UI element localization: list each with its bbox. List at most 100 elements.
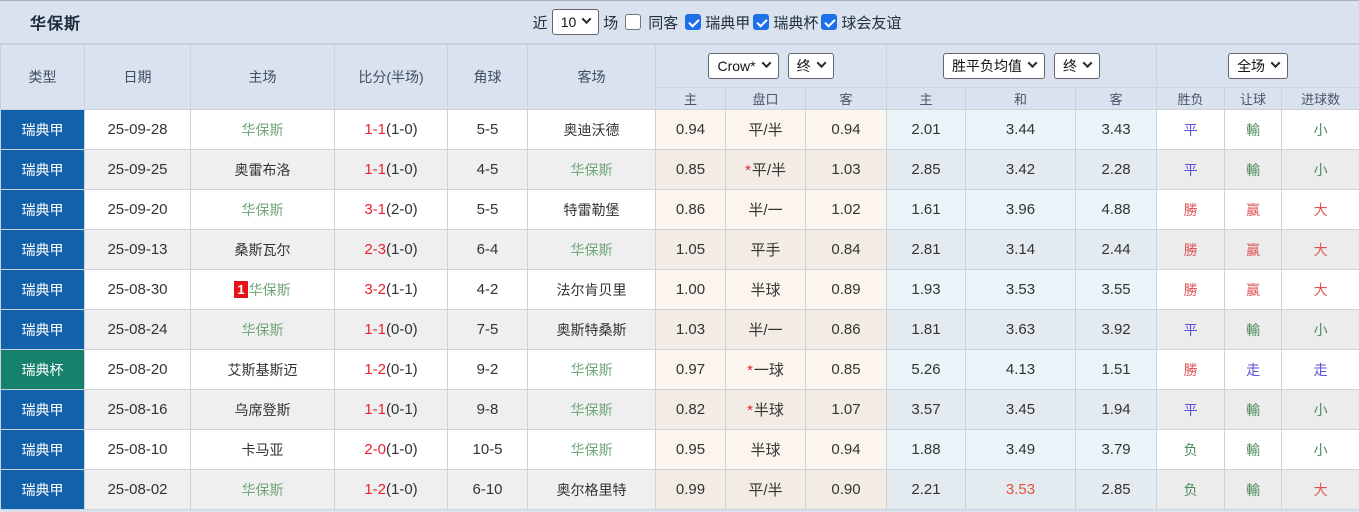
odds-away: 0.85 [804, 349, 888, 390]
table-row: 瑞典甲 25-08-02 华保斯 1-2(1-0) 6-10 奥尔格里特 0.99 平/半 0.… [0, 469, 1359, 510]
odds-home: 1.03 [655, 309, 726, 350]
halftime-score: (2-0) [386, 201, 418, 218]
result-handicap: 輸 [1224, 149, 1283, 190]
subcol-avg-away: 客 [1075, 87, 1158, 110]
odds-home: 0.99 [655, 469, 726, 510]
avg-draw-odds: 3.14 [965, 229, 1077, 270]
odds-home: 1.00 [655, 269, 726, 310]
league-type: 瑞典甲 [0, 269, 85, 310]
odds-home: 0.94 [655, 109, 726, 150]
home-team: 奥雷布洛 [190, 149, 335, 190]
recent-count-select[interactable]: 10 [551, 9, 600, 35]
col-header-corners: 角球 [447, 44, 528, 110]
away-team: 华保斯 [527, 389, 656, 430]
score: 1-1(1-0) [334, 149, 448, 190]
result-wdl: 平 [1156, 389, 1226, 430]
corners: 9-2 [447, 349, 528, 390]
match-date: 25-08-10 [84, 429, 191, 470]
score: 3-2(1-1) [334, 269, 448, 310]
bookmaker-select[interactable]: Crow* [708, 53, 779, 79]
league-type: 瑞典甲 [0, 149, 85, 190]
subcol-avg-draw: 和 [965, 87, 1077, 110]
result-wdl: 平 [1156, 149, 1226, 190]
avg-metric-value: 胜平负均值 [952, 58, 1023, 74]
halftime-score: (1-0) [386, 161, 418, 178]
corners: 6-4 [447, 229, 528, 270]
filter-controls: 近 10 场 同客 瑞典甲 瑞典杯 球会友谊 [529, 9, 901, 35]
star-icon: * [744, 162, 751, 179]
fulltime-score: 1-2 [364, 361, 386, 378]
halftime-score: (0-1) [386, 361, 418, 378]
match-date: 25-09-25 [84, 149, 191, 190]
avg-state-select[interactable]: 终 [1054, 53, 1101, 79]
result-handicap: 走 [1224, 349, 1283, 390]
corners: 4-5 [447, 149, 528, 190]
league-label-swedish-div1: 瑞典甲 [705, 14, 751, 32]
avg-draw-odds: 3.63 [965, 309, 1077, 350]
subcol-result-handicap: 让球 [1224, 87, 1283, 110]
avg-home-odds: 2.85 [886, 149, 967, 190]
odds-home: 0.86 [655, 189, 726, 230]
avg-home-odds: 5.26 [886, 349, 967, 390]
handicap: 半/一 [725, 309, 806, 350]
avg-home-odds: 3.57 [886, 389, 967, 430]
league-checkbox-swedish-div1[interactable] [685, 14, 702, 30]
table-row: 瑞典甲 25-08-24 华保斯 1-1(0-0) 7-5 奥斯特桑斯 1.03 半/一 0.8… [0, 309, 1359, 350]
home-team-name: 卡马亚 [241, 441, 284, 458]
league-checkbox-club-friendly[interactable] [821, 14, 838, 30]
result-wdl: 负 [1156, 429, 1226, 470]
bookmaker-select-value: Crow* [717, 58, 756, 74]
score: 2-3(1-0) [334, 229, 448, 270]
handicap: 半球 [725, 429, 806, 470]
home-team: 艾斯基斯迈 [190, 349, 335, 390]
star-icon: * [747, 402, 753, 419]
match-date: 25-09-20 [84, 189, 191, 230]
table-row: 瑞典甲 25-09-25 奥雷布洛 1-1(1-0) 4-5 华保斯 0.85 *平/半 1.0… [0, 149, 1359, 190]
table-row: 瑞典杯 25-08-20 艾斯基斯迈 1-2(0-1) 9-2 华保斯 0.97 *一球 0.8… [0, 349, 1359, 390]
table-row: 瑞典甲 25-09-28 华保斯 1-1(1-0) 5-5 奥迪沃德 0.94 平/半 0.94… [0, 109, 1359, 150]
avg-draw-odds: 3.45 [965, 389, 1077, 430]
score: 1-1(0-1) [334, 389, 448, 430]
away-team: 华保斯 [527, 229, 656, 270]
avg-metric-select[interactable]: 胜平负均值 [943, 53, 1046, 79]
col-header-score: 比分(半场) [334, 44, 448, 110]
home-team: 乌席登斯 [190, 389, 335, 430]
avg-home-odds: 1.81 [886, 309, 967, 350]
result-goals: 大 [1281, 189, 1359, 230]
scope-select-value: 全场 [1237, 58, 1266, 74]
odds-away: 0.84 [804, 229, 888, 270]
scope-select[interactable]: 全场 [1228, 53, 1289, 79]
odds-home: 0.82 [655, 389, 726, 430]
avg-draw-odds: 3.53 [965, 269, 1077, 310]
same-away-checkbox[interactable] [625, 14, 642, 30]
match-date: 25-08-02 [84, 469, 191, 510]
chevron-down-icon [1082, 58, 1093, 69]
away-team: 特雷勒堡 [527, 189, 656, 230]
odds-home: 0.85 [655, 149, 726, 190]
score: 2-0(1-0) [334, 429, 448, 470]
handicap: 半球 [725, 269, 806, 310]
avg-draw-odds: 4.13 [965, 349, 1077, 390]
league-type: 瑞典甲 [0, 389, 85, 430]
odds-state-select[interactable]: 终 [787, 53, 834, 79]
away-team: 法尔肯贝里 [527, 269, 656, 310]
result-handicap: 赢 [1224, 269, 1283, 310]
score: 3-1(2-0) [334, 189, 448, 230]
match-date: 25-09-28 [84, 109, 191, 150]
avg-home-odds: 1.61 [886, 189, 967, 230]
league-label-swedish-cup: 瑞典杯 [773, 14, 819, 32]
corners: 10-5 [447, 429, 528, 470]
handicap: *平/半 [725, 149, 806, 190]
table-row: 瑞典甲 25-08-16 乌席登斯 1-1(0-1) 9-8 华保斯 0.82 *半球 1.07… [0, 389, 1359, 430]
avg-home-odds: 1.93 [886, 269, 967, 310]
result-handicap: 赢 [1224, 189, 1283, 230]
home-team-name: 华保斯 [241, 201, 284, 218]
result-goals: 大 [1281, 229, 1359, 270]
league-checkbox-swedish-cup[interactable] [753, 14, 770, 30]
corners: 6-10 [447, 469, 528, 510]
avg-state-value: 终 [1063, 58, 1078, 74]
avg-away-odds: 3.79 [1075, 429, 1158, 470]
corners: 9-8 [447, 389, 528, 430]
result-wdl: 负 [1156, 469, 1226, 510]
